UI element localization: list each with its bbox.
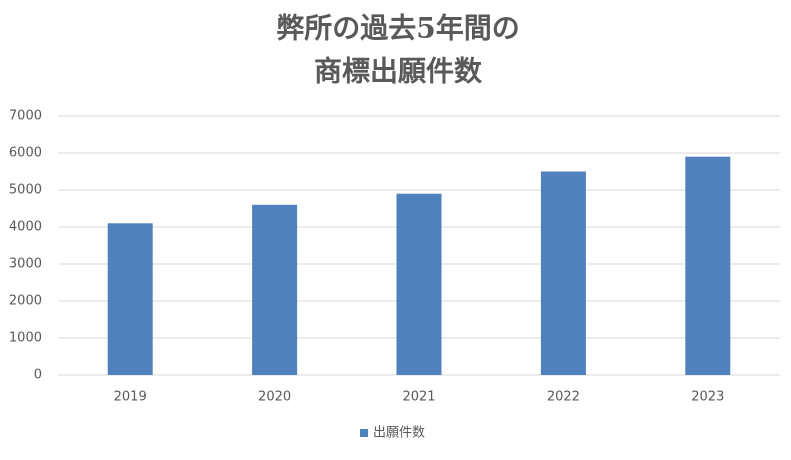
x-tick-label: 2020 [258, 390, 291, 405]
chart-title: 商標出願件数 [314, 55, 483, 88]
bar [685, 156, 731, 375]
bar [540, 171, 586, 375]
x-tick-label: 2023 [691, 390, 724, 405]
legend-label: 出願件数 [373, 426, 425, 441]
y-tick-label: 1000 [9, 331, 42, 346]
y-tick-label: 4000 [9, 220, 42, 235]
bar [252, 204, 298, 375]
y-tick-label: 5000 [9, 183, 42, 198]
y-tick-label: 6000 [9, 146, 42, 161]
x-tick-label: 2019 [114, 390, 147, 405]
chart-title: 弊所の過去5年間の [276, 12, 519, 45]
y-tick-label: 7000 [9, 109, 42, 124]
bar [107, 223, 153, 375]
x-tick-label: 2022 [547, 390, 580, 405]
y-tick-label: 3000 [9, 257, 42, 272]
y-tick-label: 2000 [9, 294, 42, 309]
y-tick-label: 0 [34, 368, 42, 383]
bar [396, 193, 442, 375]
x-tick-label: 2021 [402, 390, 435, 405]
legend-swatch [360, 429, 368, 437]
